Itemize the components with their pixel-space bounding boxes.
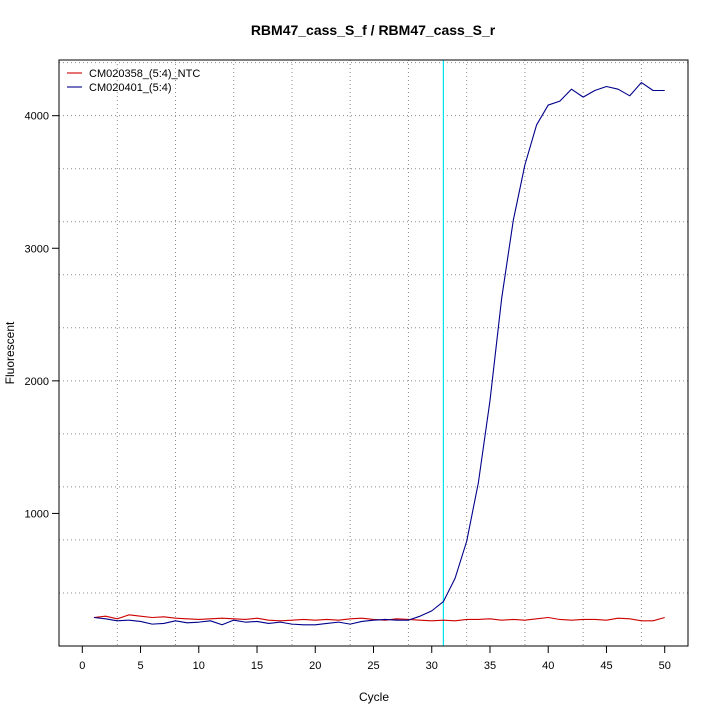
legend-label-2: CM020401_(5:4) <box>89 82 172 94</box>
y-axis-label: Fluorescent <box>3 321 17 384</box>
plot-frame <box>58 59 689 647</box>
x-tick-label: 5 <box>137 660 143 672</box>
x-tick-label: 40 <box>542 660 554 672</box>
series-lines <box>93 81 665 626</box>
grid-lines <box>59 60 688 646</box>
legend: CM020358_(5:4)_NTC CM020401_(5:4) <box>67 68 200 94</box>
x-tick-label: 0 <box>79 660 85 672</box>
x-tick-label: 45 <box>600 660 612 672</box>
y-tick-label: 3000 <box>25 243 49 255</box>
x-tick-label: 15 <box>251 660 263 672</box>
x-tick-label: 50 <box>659 660 671 672</box>
y-axis: 1000 2000 3000 4000 <box>25 111 60 520</box>
x-tick-label: 30 <box>426 660 438 672</box>
y-tick-label: 4000 <box>25 111 49 123</box>
chart-title: RBM47_cass_S_f / RBM47_cass_S_r <box>251 22 496 38</box>
x-tick-label: 25 <box>367 660 379 672</box>
x-axis: 0 5 10 15 20 25 30 35 40 45 50 <box>79 645 671 672</box>
series-line-2 <box>93 81 665 626</box>
y-tick-label: 2000 <box>25 376 49 388</box>
legend-label-1: CM020358_(5:4)_NTC <box>89 68 200 80</box>
x-tick-label: 35 <box>484 660 496 672</box>
x-tick-label: 20 <box>309 660 321 672</box>
x-tick-label: 10 <box>193 660 205 672</box>
y-tick-label: 1000 <box>25 508 49 520</box>
x-axis-label: Cycle <box>359 690 389 704</box>
